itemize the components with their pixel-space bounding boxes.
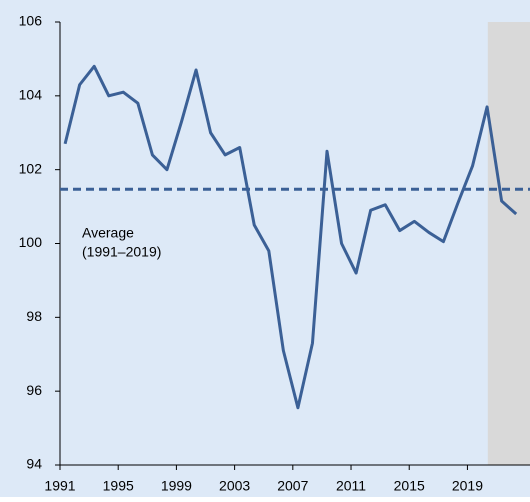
y-tick-label: 104	[19, 87, 43, 103]
y-tick-label: 94	[26, 456, 42, 472]
y-tick-label: 98	[26, 308, 42, 324]
x-tick-label: 1991	[44, 478, 75, 494]
y-tick-label: 106	[19, 13, 43, 29]
line	[63, 64, 518, 410]
x-tick-label: 2003	[219, 478, 250, 494]
annotation: Average	[82, 225, 134, 241]
x-tick-label: 2019	[452, 478, 483, 494]
x-tick-label: 1995	[103, 478, 134, 494]
x-tick-label: 1999	[161, 478, 192, 494]
x-tick-label: 2011	[336, 478, 366, 494]
x-tick-label: 2007	[277, 478, 308, 494]
y-tick-label: 100	[19, 234, 43, 250]
shade	[487, 22, 530, 465]
x-tick-label: 2015	[394, 478, 425, 494]
y-tick-label: 96	[26, 382, 42, 398]
annotation: (1991–2019)	[82, 244, 161, 260]
y-tick-label: 102	[19, 160, 43, 176]
